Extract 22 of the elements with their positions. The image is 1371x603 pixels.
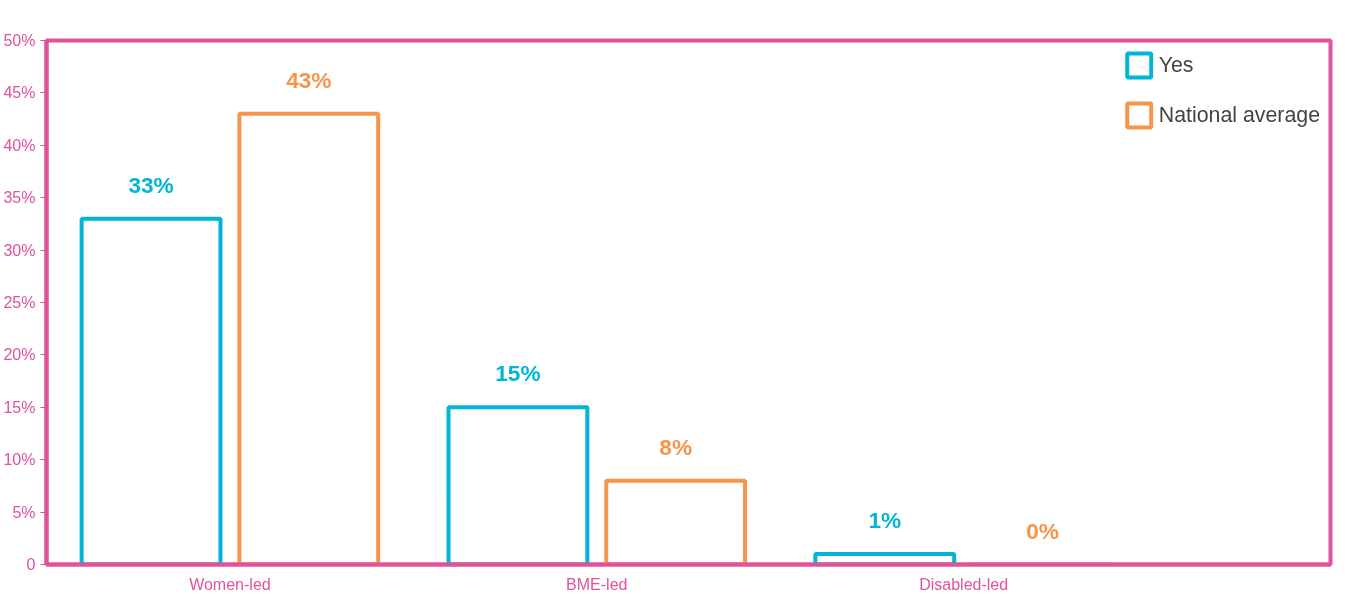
data-label: 43%: [286, 66, 332, 93]
y-tick-label: 25%: [3, 294, 36, 311]
data-label: 33%: [128, 171, 174, 198]
y-tick-label: 30%: [3, 241, 36, 259]
data-label: 15%: [495, 360, 541, 387]
y-tick-label: 45%: [3, 84, 36, 102]
y-tick-label: 20%: [3, 346, 36, 364]
y-tick-label: 5%: [12, 503, 36, 521]
y-tick-label: 15%: [3, 398, 36, 416]
y-tick-label: 10%: [3, 451, 36, 469]
legend-label: National average: [1158, 102, 1320, 128]
x-tick-label: Women-led: [189, 575, 271, 593]
legend-label: Yes: [1158, 52, 1194, 78]
data-label: 0%: [1026, 517, 1059, 544]
y-tick-label: 0: [26, 556, 36, 573]
y-tick-label: 50%: [3, 32, 36, 49]
data-label: 8%: [659, 433, 693, 460]
data-label: 1%: [868, 507, 902, 534]
x-tick-label: Disabled-led: [919, 575, 1009, 593]
x-tick-label: BME-led: [566, 575, 628, 593]
y-tick-label: 35%: [3, 189, 36, 207]
y-tick-label: 40%: [3, 136, 36, 154]
